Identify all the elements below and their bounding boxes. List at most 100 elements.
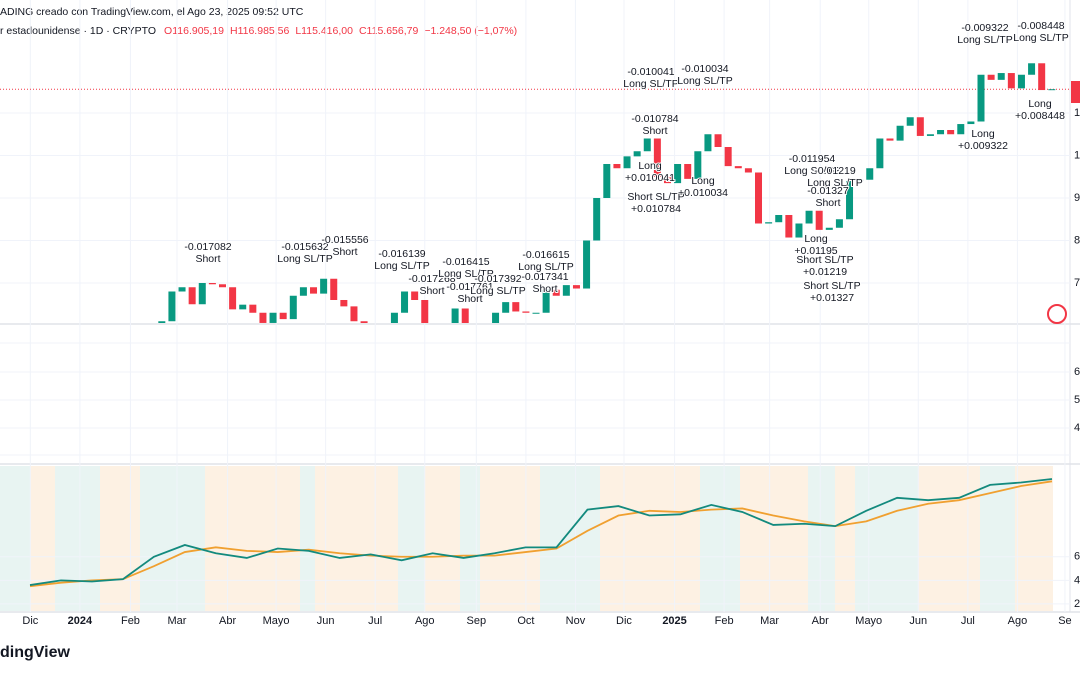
trade-label: Short (419, 285, 444, 297)
candle (512, 302, 520, 312)
x-tick-label: Sep (467, 615, 487, 627)
candle (704, 134, 712, 152)
candle (805, 210, 813, 224)
x-tick-label: Jun (317, 615, 335, 627)
trade-label: Long (804, 233, 828, 245)
band (740, 466, 808, 611)
x-tick-label: Nov (566, 615, 586, 627)
trade-label: -0.015556 (321, 234, 368, 246)
trade-label: +0.009322 (958, 140, 1008, 152)
trade-label: -0.01219 (814, 165, 856, 177)
candle (694, 151, 702, 179)
band (480, 466, 540, 611)
band (30, 466, 55, 611)
candle (906, 117, 914, 126)
trade-label: Short SL/TP (796, 254, 853, 266)
ohlc-value: O116.905,19 (164, 25, 224, 37)
trade-label: Short (815, 197, 840, 209)
candle (472, 330, 479, 351)
trade-label: Long SL/TP (1013, 32, 1068, 44)
candle (562, 285, 570, 296)
candle (411, 291, 419, 300)
x-tick-label: Se (1058, 615, 1071, 627)
candle (815, 210, 823, 230)
background-bands (0, 466, 1053, 611)
candle (633, 151, 641, 157)
candle (886, 138, 894, 141)
trade-label: Long (638, 160, 662, 172)
candle (259, 312, 267, 323)
candle (310, 287, 318, 294)
x-tick-label: 2024 (68, 615, 93, 627)
trade-label: Short (532, 283, 557, 295)
trade-label: -0.017341 (521, 271, 568, 283)
x-tick-label: Jun (909, 615, 927, 627)
candle (360, 321, 368, 323)
trade-label: -0.017761 (446, 281, 493, 293)
candle (653, 138, 661, 177)
candle (572, 285, 580, 289)
x-tick-label: Abr (812, 615, 829, 627)
band (835, 466, 855, 611)
candle (381, 334, 388, 340)
ohlc-value: L115.416,00 (295, 25, 353, 37)
trade-label: -0.016139 (378, 248, 425, 260)
candle (421, 299, 429, 323)
trade-label: +0.010041 (625, 172, 675, 184)
trade-label: +0.01195 (794, 245, 837, 257)
candle (229, 287, 237, 310)
y-tick-label: 9 (1074, 192, 1080, 204)
trade-label: +0.010034 (678, 187, 728, 199)
trade-label: Long SL/TP (957, 34, 1012, 46)
candle (825, 227, 833, 230)
candle (593, 197, 601, 241)
candle (765, 222, 773, 224)
x-tick-label: Jul (961, 615, 975, 627)
indicator-pane (0, 478, 1070, 605)
candle (926, 134, 934, 136)
x-tick-label: Mayo (263, 615, 290, 627)
trade-label: Long (1028, 98, 1052, 110)
indicator-line (29, 478, 1053, 586)
candle (977, 74, 985, 122)
trade-label: -0.011954 (789, 153, 836, 165)
header-line1: ADING creado con TradingView.com, el Ago… (0, 6, 304, 18)
x-tick-label: Dic (616, 615, 632, 627)
trade-label: -0.008448 (1017, 20, 1064, 32)
candle (158, 321, 166, 323)
candle (866, 168, 874, 180)
x-tick-label: Ago (1008, 615, 1028, 627)
candle (47, 396, 54, 402)
candle (198, 282, 206, 305)
candle (128, 376, 135, 397)
trade-label: -0.017268 (408, 273, 455, 285)
trade-label: -0.016415 (442, 256, 489, 268)
band (855, 466, 918, 611)
band (980, 466, 1015, 611)
candle (795, 223, 803, 238)
candle (967, 121, 975, 125)
candle (623, 156, 631, 169)
axes: 7 8 9 1 1 6 5 4 Dic 2024 Feb Mar Abr Mayo Jun Jul Ago Sep… (22, 107, 1080, 627)
candle (340, 299, 348, 307)
band (300, 466, 315, 611)
trade-label: Short (195, 253, 220, 265)
y-tick-label: 2 (1074, 598, 1080, 610)
trade-label: Long SL/TP (623, 78, 678, 90)
x-tick-label: Ago (415, 615, 435, 627)
band (540, 466, 600, 611)
band (55, 466, 100, 611)
trade-label: -0.01327 (807, 185, 849, 197)
candle (542, 289, 550, 313)
x-tick-label: Mayo (855, 615, 882, 627)
grid (0, 0, 1070, 612)
candle (390, 312, 398, 323)
pane-label: 5 (1074, 394, 1080, 406)
trade-label: Long SL/TP (470, 285, 525, 297)
candle (724, 146, 732, 167)
band (600, 466, 700, 611)
candle (441, 330, 448, 332)
candle (239, 304, 247, 310)
y-tick-label: 1 (1074, 149, 1080, 161)
